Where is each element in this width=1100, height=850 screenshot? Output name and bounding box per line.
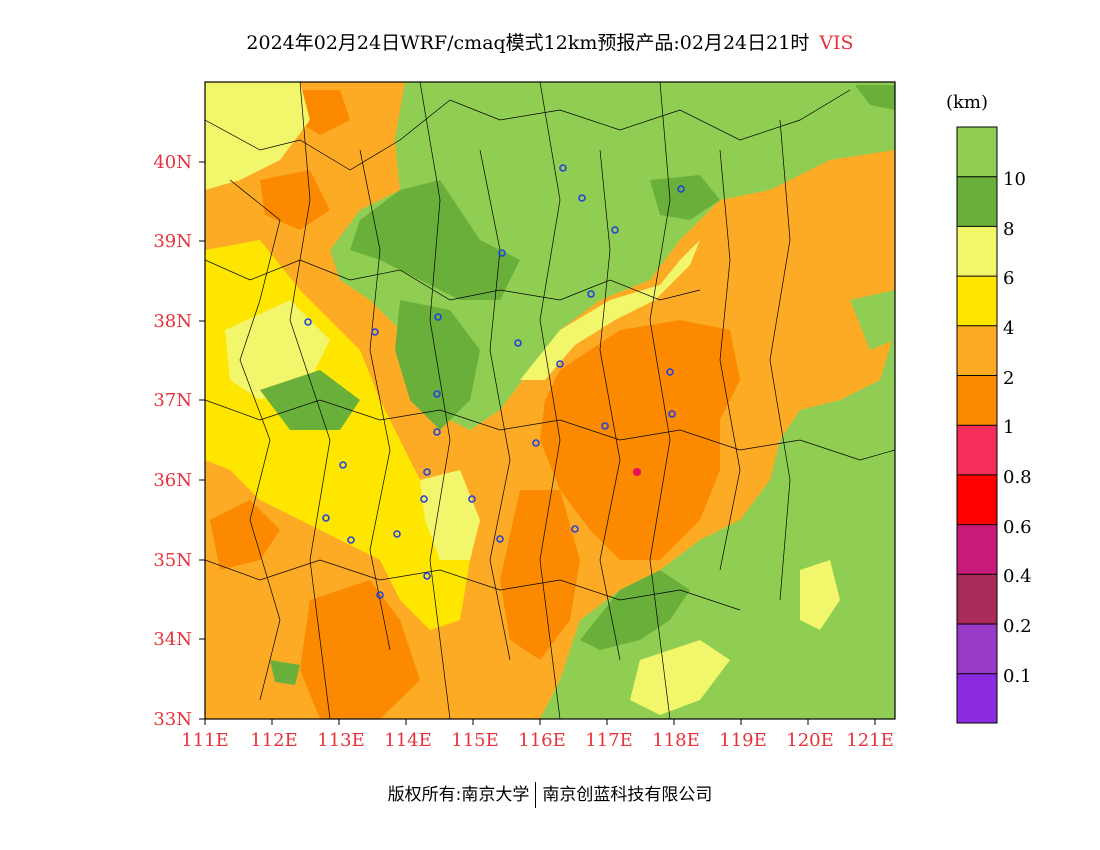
colorbar-swatch <box>957 524 997 575</box>
colorbar-label: 0.4 <box>1003 566 1032 587</box>
lon-label: 120E <box>786 730 834 751</box>
colorbar <box>956 126 998 724</box>
copyright-left: 版权所有:南京大学 <box>387 785 530 805</box>
colorbar-label: 0.2 <box>1003 616 1032 637</box>
colorbar-swatch <box>957 176 997 227</box>
title-variable: VIS <box>819 32 854 54</box>
colorbar-label: 1 <box>1003 417 1014 438</box>
chart-title: 2024年02月24日WRF/cmaq模式12km预报产品:02月24日21时 V… <box>0 28 1100 55</box>
lat-label: 38N <box>153 311 192 332</box>
lat-label: 34N <box>153 629 192 650</box>
copyright-right: 南京创蓝科技有限公司 <box>542 785 713 805</box>
lon-label: 119E <box>719 730 767 751</box>
colorbar-swatch <box>957 325 997 376</box>
admin-boundaries <box>205 82 895 719</box>
title-main: 2024年02月24日WRF/cmaq模式12km预报产品:02月24日21时 <box>246 32 810 54</box>
lat-label: 36N <box>153 470 192 491</box>
colorbar-swatch <box>957 375 997 426</box>
lat-label: 40N <box>153 152 192 173</box>
lon-label: 112E <box>250 730 298 751</box>
colorbar-label: 0.6 <box>1003 517 1032 538</box>
colorbar-swatch <box>957 276 997 326</box>
lon-label: 118E <box>652 730 700 751</box>
lat-label: 37N <box>153 390 192 411</box>
lat-label: 35N <box>153 550 192 571</box>
lon-label: 113E <box>317 730 365 751</box>
visibility-field <box>205 82 895 719</box>
colorbar-swatch <box>957 226 997 277</box>
footer-separator <box>535 782 537 808</box>
copyright-footer: 版权所有:南京大学 南京创蓝科技有限公司 <box>0 780 1100 808</box>
axis-ticks <box>199 161 876 725</box>
lon-label: 114E <box>384 730 432 751</box>
lon-label: 116E <box>518 730 566 751</box>
colorbar-labels: 10 8 6 4 2 1 0.8 0.6 0.4 0.2 0.1 <box>1003 169 1032 687</box>
colorbar-label: 10 <box>1003 169 1026 190</box>
colorbar-swatch <box>957 474 997 525</box>
colorbar-label: 8 <box>1003 219 1014 240</box>
lon-label: 121E <box>846 730 894 751</box>
lat-label: 33N <box>153 709 192 730</box>
lon-label: 115E <box>451 730 499 751</box>
colorbar-swatch <box>957 673 997 723</box>
lon-label: 117E <box>585 730 633 751</box>
colorbar-swatch <box>957 624 997 674</box>
colorbar-swatch <box>957 574 997 624</box>
hotspot-marker <box>633 468 641 476</box>
colorbar-swatch <box>957 425 997 475</box>
colorbar-unit: (km) <box>946 92 988 113</box>
colorbar-swatch <box>957 127 997 177</box>
colorbar-label: 0.1 <box>1003 666 1032 687</box>
colorbar-label: 2 <box>1003 368 1014 389</box>
lon-labels: 111E 112E 113E 114E 115E 116E 117E 118E … <box>181 730 894 751</box>
colorbar-label: 0.8 <box>1003 467 1032 488</box>
colorbar-label: 6 <box>1003 268 1014 289</box>
lat-label: 39N <box>153 231 192 252</box>
lat-labels: 40N 39N 38N 37N 36N 35N 34N 33N <box>153 152 192 730</box>
colorbar-label: 4 <box>1003 318 1014 339</box>
lon-label: 111E <box>181 730 229 751</box>
city-markers <box>304 164 685 599</box>
